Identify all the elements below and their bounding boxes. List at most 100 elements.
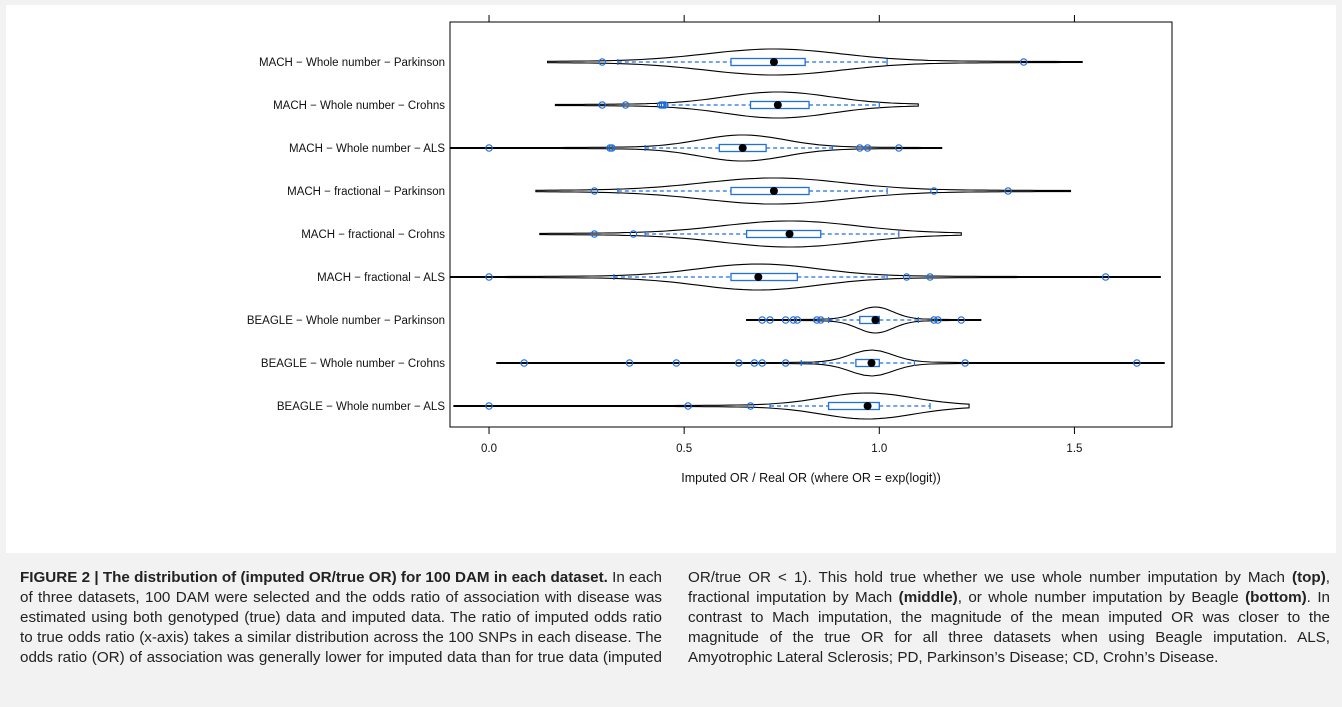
outlier-point [758,359,767,367]
outlier-point [485,402,493,410]
outlier-point [957,316,966,324]
outlier-point [746,402,755,410]
row-label: MACH − fractional − Parkinson [287,186,445,198]
outlier-point [863,144,872,152]
x-tick-label: 0.5 [676,443,692,455]
outlier-point [1133,359,1141,367]
figure-panel: 0.0 0.5 1.0 1.5 Imputed OR / Real OR (where … [6,5,1336,553]
outlier-point [625,359,634,367]
outlier-point [684,402,692,410]
outlier-point [855,144,864,152]
outlier-point [816,316,825,324]
figure-caption: FIGURE 2 | The distribution of (imputed … [20,568,1330,668]
outlier-point [598,101,607,109]
outlier-point [608,144,616,152]
caption-text-1: In each of three datasets, 100 DAM were … [20,569,1293,666]
iqr-box [745,229,822,239]
iqr-box [855,358,880,368]
outlier-point [781,316,790,324]
row-label: BEAGLE − Whole number − Parkinson [247,315,445,327]
plot-frame [449,21,1173,428]
violin-row: MACH − fractional − ALS [317,263,1161,291]
outlier-point [750,359,759,367]
median-point [785,230,794,238]
outlier-point [781,359,790,367]
median-point [769,187,778,195]
median-point [863,402,872,410]
iqr-box [749,100,810,110]
outlier-point [629,230,638,238]
violin-row: MACH − Whole number − ALS [289,134,943,162]
caption-heading: FIGURE 2 | The distribution of (imputed … [20,569,608,586]
caption-bottom: (bottom) [1245,589,1307,606]
x-tick-label: 0.0 [481,443,497,455]
iqr-box [730,272,798,282]
outlier-point [1004,187,1012,195]
outlier-point [895,144,903,152]
outlier-point [621,101,630,109]
median-point [871,316,880,324]
violin-row: MACH − fractional − Crohns [301,220,962,248]
outlier-point [672,359,681,367]
iqr-box [827,401,880,411]
violin-shape [496,349,1165,377]
iqr-box [730,186,810,196]
outlier-point [930,187,938,195]
caption-text-3: , or whole number imputation by Beagle [957,589,1246,606]
violin-chart: 0.0 0.5 1.0 1.5 Imputed OR / Real OR (where … [6,5,1336,553]
median-point [754,273,763,281]
figure-background [6,5,1336,553]
violin-shape [449,263,1161,291]
outlier-point [1019,58,1028,66]
violin-row: BEAGLE − Whole number − ALS [277,392,970,420]
violin-shape [535,177,1072,205]
violin-shape [539,220,962,248]
x-axis-label: Imputed OR / Real OR (where OR = exp(log… [681,471,940,485]
violin-shape [453,392,970,420]
caption-top: (top) [1292,569,1326,586]
violin-shape [449,134,943,162]
row-label: BEAGLE − Whole number − ALS [277,401,445,413]
outlier-point [793,316,802,324]
median-point [769,58,778,66]
caption-text-4: . In contrast to Mach imputation, the ma… [688,589,1330,666]
outlier-point [590,187,599,195]
row-label: MACH − Whole number − ALS [289,143,445,155]
caption-text-2: , fractional imputation by Mach [688,569,1330,606]
outlier-point [485,144,493,152]
outlier-point [660,101,669,109]
outlier-point [1101,273,1110,281]
outlier-point [902,273,911,281]
median-point [773,101,782,109]
median-point [738,144,747,152]
x-tick-label: 1.0 [871,443,887,455]
violin-row: BEAGLE − Whole number − Crohns [261,349,1165,377]
violin-row: MACH − fractional − Parkinson [287,177,1072,205]
row-label: MACH − Whole number − Crohns [273,100,445,112]
outlier-point [485,273,493,281]
row-label: MACH − fractional − ALS [317,272,445,284]
outlier-point [590,230,599,238]
median-point [867,359,876,367]
row-label: MACH − fractional − Crohns [301,229,445,241]
outlier-point [758,316,767,324]
row-label: BEAGLE − Whole number − Crohns [261,358,445,370]
caption-middle: (middle) [898,589,958,606]
violin-row: BEAGLE − Whole number − Parkinson [247,306,982,334]
outlier-point [961,359,969,367]
violin-shape [554,91,919,119]
iqr-box [730,57,806,67]
outlier-point [734,359,743,367]
violin-row: MACH − Whole number − Parkinson [259,48,1083,76]
outlier-point [766,316,774,324]
outlier-point [789,316,798,324]
violin-shape [547,48,1083,76]
outlier-point [926,273,934,281]
caption-paragraph: FIGURE 2 | The distribution of (imputed … [20,568,1330,668]
outlier-point [520,359,528,367]
violin-row: MACH − Whole number − Crohns [273,91,919,119]
outlier-point [598,58,607,66]
row-label: MACH − Whole number − Parkinson [259,57,445,69]
x-tick-label: 1.5 [1066,443,1082,455]
outlier-point [934,316,942,324]
